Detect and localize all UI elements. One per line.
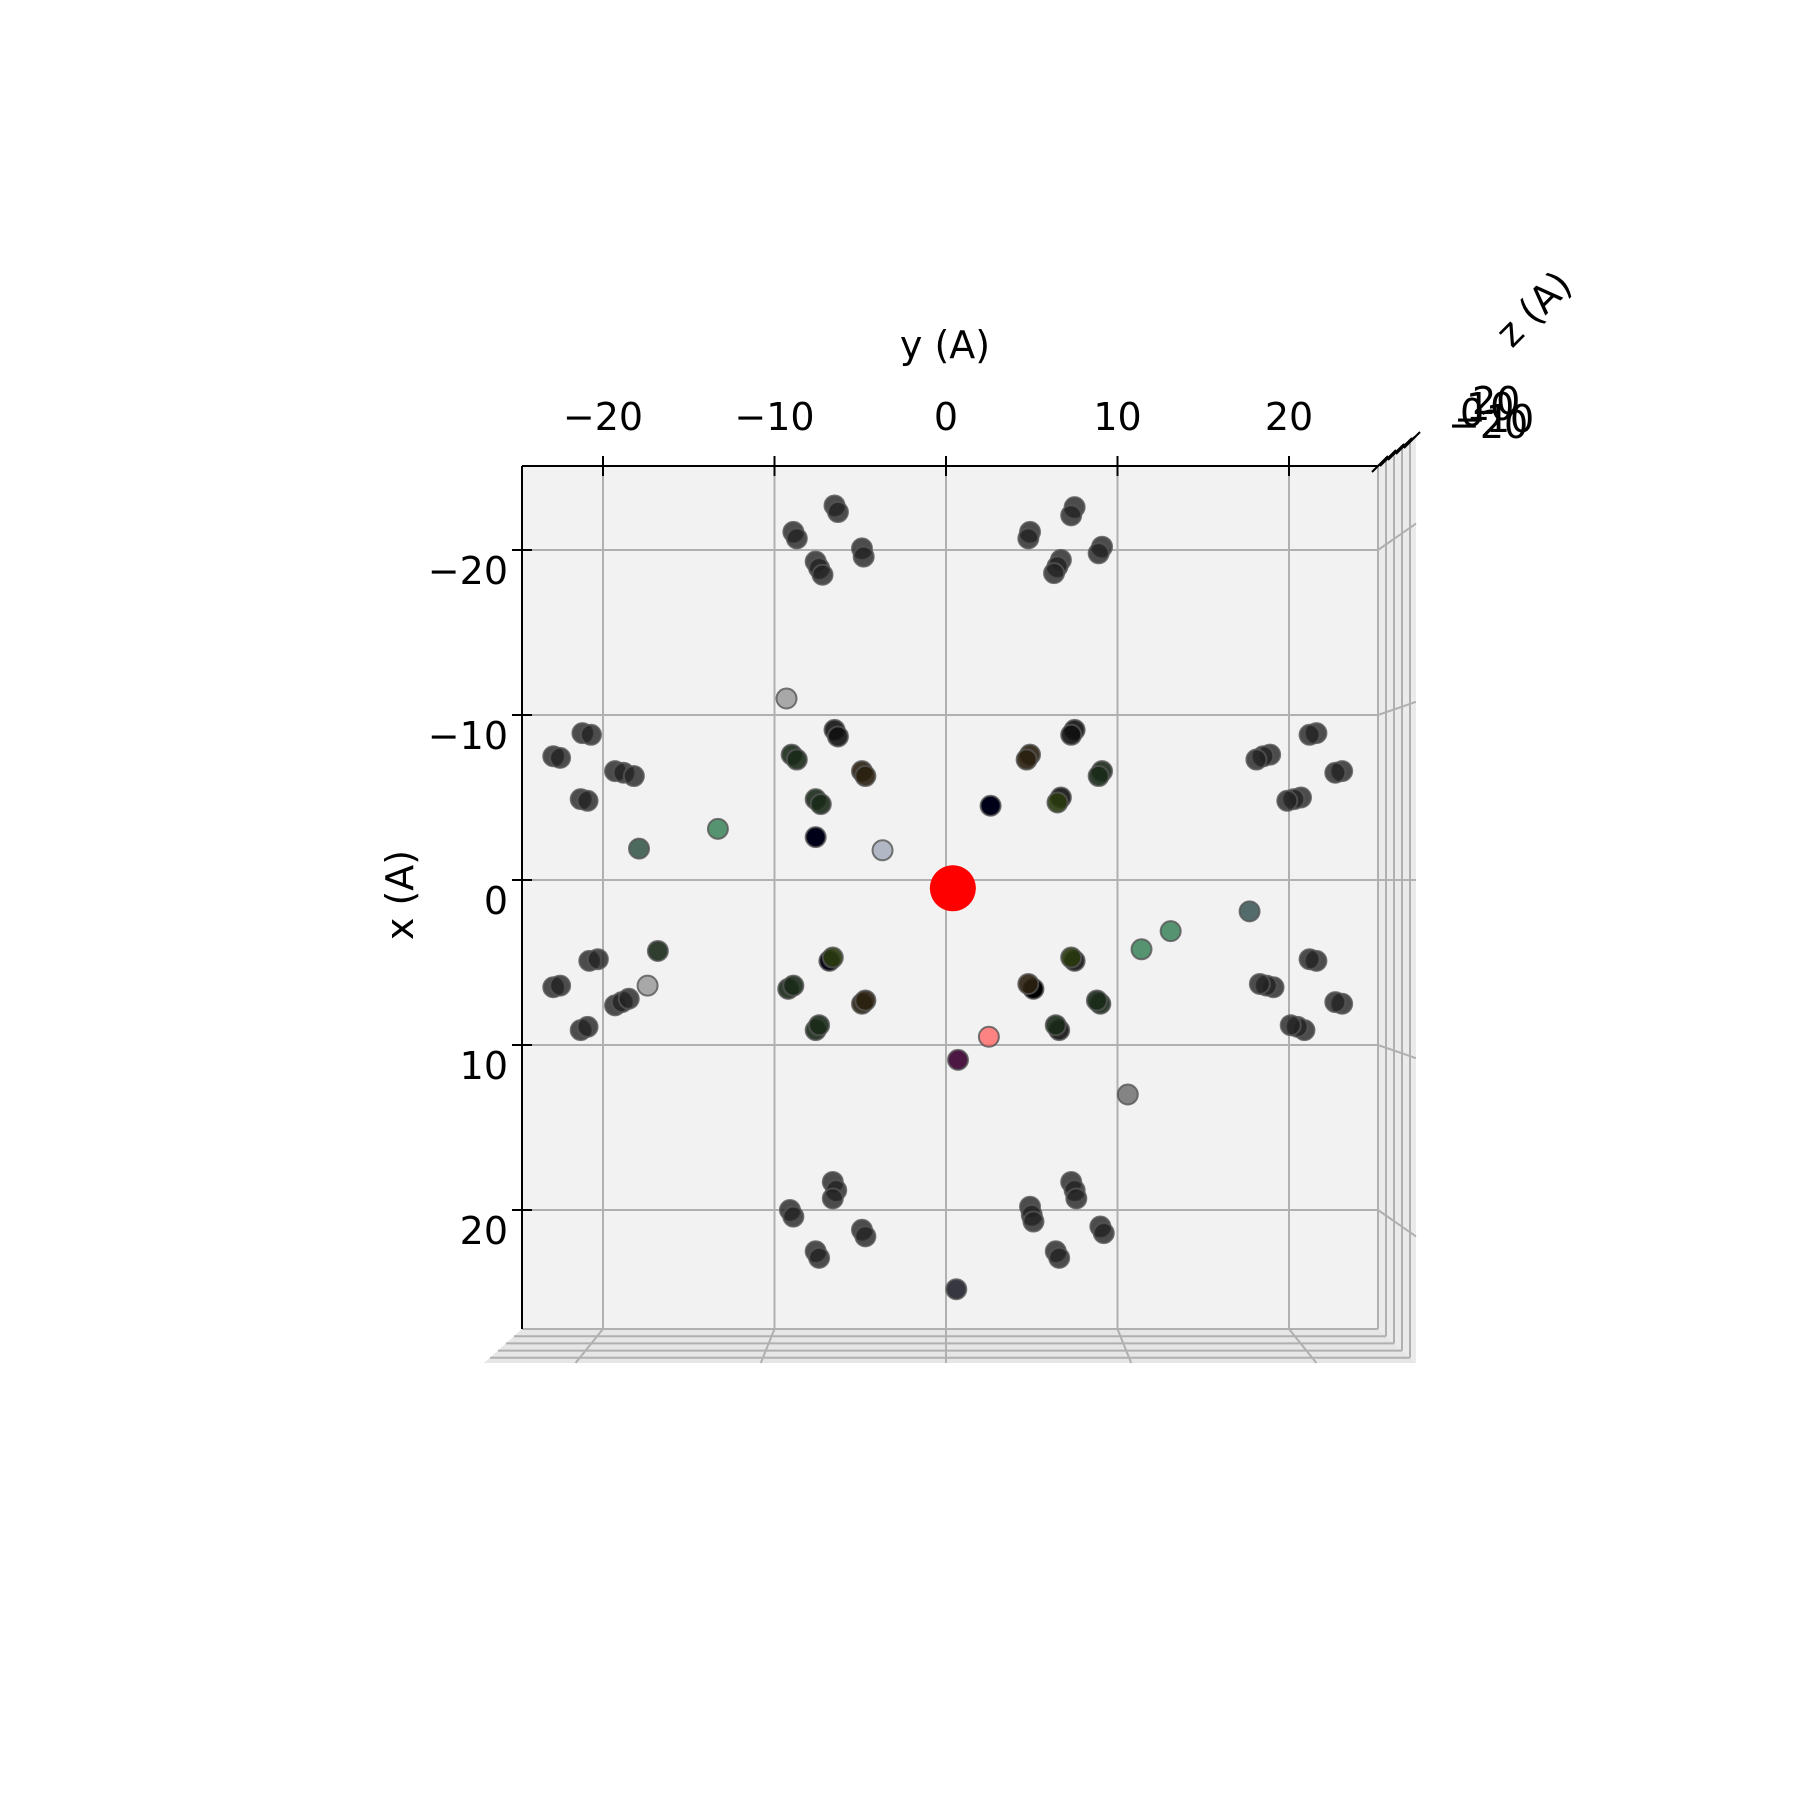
data-point — [1298, 948, 1321, 971]
data-point — [854, 1225, 877, 1248]
data-point — [549, 974, 572, 997]
data-point — [1085, 989, 1108, 1012]
data-point — [1017, 527, 1040, 550]
tick-label: 20 — [1265, 395, 1313, 439]
data-point — [809, 793, 832, 816]
data-point — [785, 527, 808, 550]
y-axis-ticks: −20 −10 0 10 20 — [563, 395, 1313, 476]
data-point — [1130, 938, 1153, 961]
data-point — [852, 545, 875, 568]
tick-label: −10 — [428, 714, 508, 758]
side-pane — [1378, 436, 1416, 1363]
data-point — [1116, 1083, 1139, 1106]
data-point — [1022, 1210, 1045, 1233]
data-point — [617, 987, 640, 1010]
data-point — [1092, 1222, 1115, 1245]
top-axis-label: y (A) — [900, 323, 990, 367]
x-axis-ticks: −20 −10 0 10 20 — [428, 549, 532, 1253]
data-point — [636, 974, 659, 997]
data-point — [1060, 504, 1083, 527]
data-point — [1017, 972, 1040, 995]
data-point — [1043, 562, 1066, 585]
data-point — [576, 789, 599, 812]
tick-label: 0 — [484, 879, 508, 923]
data-point — [785, 748, 808, 771]
tick-label: 10 — [1093, 395, 1141, 439]
tick-label: 10 — [1466, 385, 1514, 429]
tick-label: 10 — [460, 1044, 508, 1088]
data-point — [945, 1278, 968, 1301]
tick-mark — [1387, 443, 1405, 461]
tick-label: 0 — [934, 395, 958, 439]
data-point — [782, 974, 805, 997]
tick-label: −10 — [1454, 397, 1534, 441]
data-point — [1065, 1187, 1088, 1210]
data-point — [1060, 946, 1083, 969]
tick-label: −20 — [563, 395, 643, 439]
tick-mark — [1395, 437, 1413, 455]
tick-label: 0 — [1460, 391, 1484, 435]
data-point — [576, 1015, 599, 1038]
data-point — [808, 1246, 831, 1269]
data-point — [1044, 1014, 1067, 1037]
data-point — [1245, 748, 1268, 771]
data-point — [1248, 972, 1271, 995]
data-point — [808, 1014, 831, 1037]
data-point — [1015, 748, 1038, 771]
data-point — [1048, 1246, 1071, 1269]
data-point — [821, 946, 844, 969]
data-point — [804, 826, 827, 849]
data-point — [775, 687, 798, 710]
data-point — [586, 948, 609, 971]
data-point — [826, 501, 849, 524]
data-point — [854, 765, 877, 788]
data-point — [646, 939, 669, 962]
data-point — [821, 1187, 844, 1210]
floor-pane — [484, 1329, 1416, 1363]
tick-label: 20 — [1472, 379, 1520, 423]
data-point — [1087, 542, 1110, 565]
data-point — [1238, 900, 1261, 923]
data-point — [628, 837, 651, 860]
data-point — [706, 817, 729, 840]
data-point — [826, 725, 849, 748]
data-point — [782, 1205, 805, 1228]
left-axis-label: x (A) — [378, 850, 422, 940]
data-point — [1276, 789, 1299, 812]
data-point — [1087, 765, 1110, 788]
data-point — [1046, 791, 1069, 814]
data-point — [977, 1025, 1000, 1048]
tick-label: −10 — [734, 395, 814, 439]
data-point — [549, 746, 572, 769]
tick-label: −20 — [1448, 403, 1528, 447]
data-point — [1279, 1014, 1302, 1037]
tick-label: −20 — [428, 549, 508, 593]
grid-lines — [490, 440, 1417, 1364]
tick-label: 20 — [460, 1209, 508, 1253]
tick-mark — [1403, 431, 1421, 449]
axis-panes — [484, 436, 1416, 1363]
data-point — [1324, 761, 1347, 784]
data-point — [1298, 723, 1321, 746]
data-point — [1060, 723, 1083, 746]
data-point — [811, 563, 834, 586]
z-axis-label: z (A) — [1487, 262, 1580, 355]
tick-mark — [1379, 449, 1397, 467]
data-point — [854, 989, 877, 1012]
data-point — [579, 723, 602, 746]
data-point — [622, 765, 645, 788]
data-point — [871, 839, 894, 862]
data-points — [542, 494, 1354, 1301]
data-point — [947, 1048, 970, 1071]
tick-mark — [1371, 455, 1389, 473]
highlight-point — [929, 865, 976, 912]
data-point — [1159, 920, 1182, 943]
data-point — [979, 794, 1002, 817]
data-point — [1324, 991, 1347, 1014]
